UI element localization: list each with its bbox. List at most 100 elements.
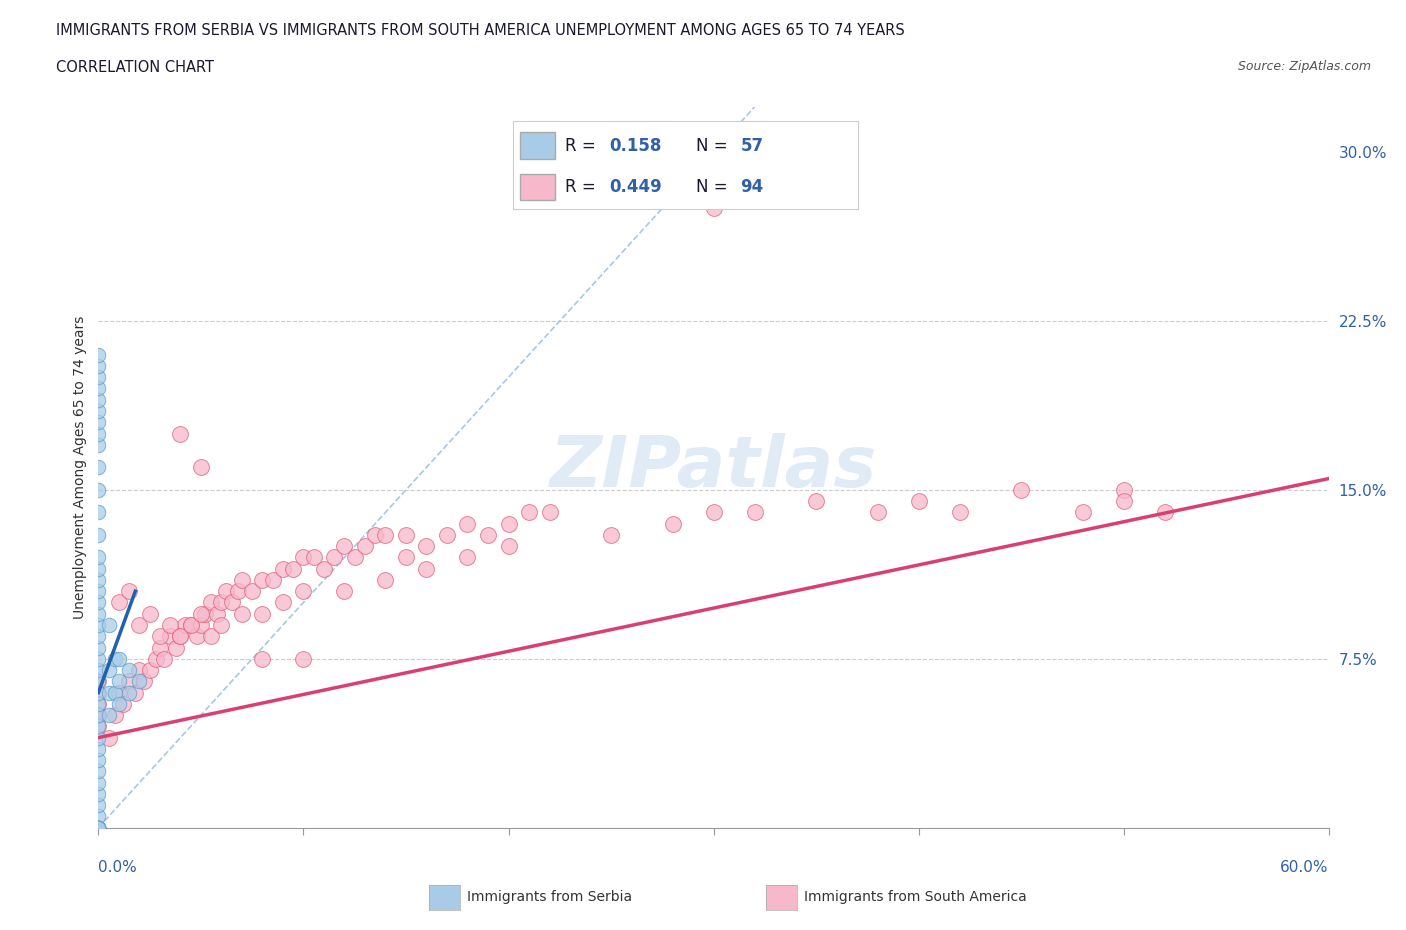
Point: [97, 708, 120, 723]
Point: [302, 550, 325, 565]
Point: [87, 674, 110, 689]
Point: [262, 573, 284, 588]
Point: [87, 820, 110, 835]
Text: CORRELATION CHART: CORRELATION CHART: [56, 60, 214, 75]
Point: [194, 606, 217, 621]
Point: [498, 516, 520, 531]
Point: [374, 573, 396, 588]
Point: [283, 561, 305, 576]
Point: [87, 460, 110, 475]
Point: [145, 651, 167, 666]
Text: 94: 94: [741, 179, 763, 196]
Point: [87, 730, 110, 745]
Point: [1112, 494, 1135, 509]
Point: [180, 618, 202, 632]
Point: [87, 798, 110, 813]
Point: [118, 685, 141, 700]
Point: [87, 426, 110, 441]
Point: [87, 787, 110, 802]
Point: [87, 595, 110, 610]
Point: [87, 415, 110, 430]
Point: [97, 618, 120, 632]
Point: [866, 505, 889, 520]
Text: 0.158: 0.158: [610, 137, 662, 154]
Point: [159, 629, 181, 644]
Point: [661, 516, 683, 531]
Point: [87, 674, 110, 689]
Point: [149, 629, 172, 644]
Text: N =: N =: [696, 179, 733, 196]
Point: [333, 538, 356, 553]
Text: ZIPatlas: ZIPatlas: [550, 432, 877, 502]
Point: [207, 606, 229, 621]
Point: [186, 629, 208, 644]
Text: IMMIGRANTS FROM SERBIA VS IMMIGRANTS FROM SOUTH AMERICA UNEMPLOYMENT AMONG AGES : IMMIGRANTS FROM SERBIA VS IMMIGRANTS FRO…: [56, 23, 905, 38]
Point: [87, 776, 110, 790]
Point: [1071, 505, 1094, 520]
Point: [149, 640, 172, 655]
Point: [108, 595, 131, 610]
Point: [87, 550, 110, 565]
Point: [87, 752, 110, 767]
Point: [744, 505, 766, 520]
Point: [169, 426, 191, 441]
Point: [87, 662, 110, 677]
Point: [108, 697, 131, 711]
Point: [87, 719, 110, 734]
Point: [190, 618, 212, 632]
Point: [87, 359, 110, 374]
Point: [374, 527, 396, 542]
Point: [87, 820, 110, 835]
Point: [252, 651, 274, 666]
Point: [159, 618, 181, 632]
Point: [87, 618, 110, 632]
Point: [128, 674, 150, 689]
Point: [87, 809, 110, 824]
Point: [200, 595, 222, 610]
Point: [87, 561, 110, 576]
Point: [190, 460, 212, 475]
Point: [97, 685, 120, 700]
Point: [87, 820, 110, 835]
Point: [211, 618, 233, 632]
Point: [703, 201, 725, 216]
Point: [415, 561, 437, 576]
Point: [221, 595, 243, 610]
Point: [498, 538, 520, 553]
Point: [87, 483, 110, 498]
Point: [169, 629, 191, 644]
Point: [436, 527, 458, 542]
Point: [517, 505, 540, 520]
Point: [292, 584, 315, 599]
Point: [252, 573, 274, 588]
Point: [118, 584, 141, 599]
Point: [600, 527, 623, 542]
Point: [87, 584, 110, 599]
Point: [252, 606, 274, 621]
Point: [333, 584, 356, 599]
Point: [87, 820, 110, 835]
Point: [87, 708, 110, 723]
Point: [87, 505, 110, 520]
Point: [87, 719, 110, 734]
Point: [87, 685, 110, 700]
Point: [949, 505, 972, 520]
Point: [87, 404, 110, 418]
Point: [240, 584, 263, 599]
Text: 0.0%: 0.0%: [98, 860, 138, 875]
Point: [477, 527, 499, 542]
Point: [395, 550, 418, 565]
Point: [231, 573, 253, 588]
Point: [87, 697, 110, 711]
Point: [703, 505, 725, 520]
Point: [132, 674, 155, 689]
Text: Immigrants from Serbia: Immigrants from Serbia: [467, 890, 631, 905]
Point: [395, 527, 418, 542]
Point: [226, 584, 249, 599]
Point: [214, 584, 236, 599]
Point: [271, 561, 294, 576]
Text: N =: N =: [696, 137, 733, 154]
Point: [173, 618, 195, 632]
Text: 0.449: 0.449: [610, 179, 662, 196]
Point: [190, 606, 212, 621]
